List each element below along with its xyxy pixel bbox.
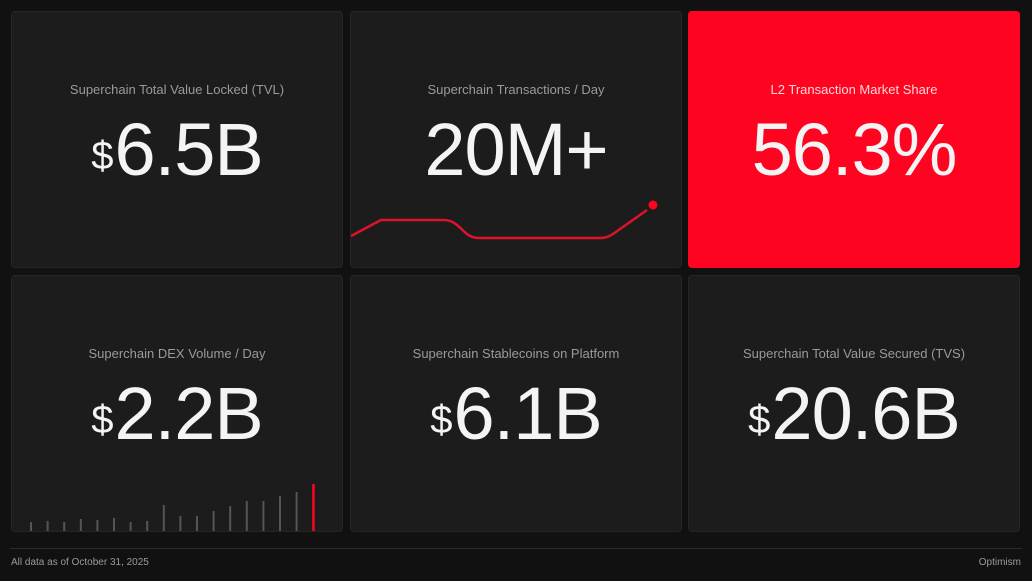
volume-bar (146, 521, 149, 531)
dex-bar-sparkline (30, 484, 315, 531)
volume-bar (129, 522, 132, 531)
card-value: 20M+ (351, 110, 681, 190)
volume-bar (312, 484, 315, 531)
volume-bar (179, 516, 182, 531)
tvs-card: Superchain Total Value Secured (TVS) $20… (688, 275, 1020, 532)
tvl-card: Superchain Total Value Locked (TVL) $6.5… (11, 11, 343, 268)
card-value: $6.5B (12, 110, 342, 190)
volume-bar (30, 522, 32, 531)
sparkline-endpoint (648, 200, 658, 210)
volume-bar (96, 520, 99, 531)
value-number: 20.6B (771, 372, 960, 455)
volume-bar (279, 496, 281, 531)
volume-bar (46, 521, 49, 531)
volume-bar (212, 511, 215, 531)
transactions-card: Superchain Transactions / Day 20M+ (350, 11, 682, 268)
volume-bar (63, 522, 66, 531)
value-number: 2.2B (114, 372, 264, 455)
volume-bar (162, 505, 165, 531)
data-date-note: All data as of October 31, 2025 (11, 557, 149, 568)
card-value: $6.1B (351, 374, 681, 454)
volume-bar (295, 492, 298, 531)
card-value: 56.3% (689, 110, 1019, 190)
volume-bar (79, 519, 82, 531)
card-label: Superchain DEX Volume / Day (88, 346, 266, 361)
value-number: 20M+ (424, 108, 608, 191)
value-number: 6.5B (114, 108, 264, 191)
dex-volume-card: Superchain DEX Volume / Day $2.2B (11, 275, 343, 532)
stablecoins-card: Superchain Stablecoins on Platform $6.1B (350, 275, 682, 532)
currency-symbol: $ (748, 398, 770, 442)
card-label: Superchain Total Value Secured (TVS) (742, 346, 966, 361)
currency-symbol: $ (91, 134, 113, 178)
volume-bar (196, 516, 198, 531)
card-label: L2 Transaction Market Share (770, 82, 938, 97)
sparkline-path (351, 208, 648, 240)
card-label: Superchain Transactions / Day (427, 82, 605, 97)
card-label: Superchain Total Value Locked (TVL) (69, 82, 285, 97)
market-share-card: L2 Transaction Market Share 56.3% (688, 11, 1020, 268)
value-number: 6.1B (453, 372, 603, 455)
value-number: 56.3% (751, 108, 958, 191)
currency-symbol: $ (91, 398, 113, 442)
brand-name: Optimism (978, 557, 1021, 568)
transactions-sparkline (351, 200, 658, 240)
volume-bar (113, 518, 115, 531)
card-value: $2.2B (12, 374, 342, 454)
card-value: $20.6B (689, 374, 1019, 454)
card-label: Superchain Stablecoins on Platform (412, 346, 620, 361)
volume-bar (245, 501, 248, 531)
footer-divider (10, 548, 1022, 549)
currency-symbol: $ (430, 398, 452, 442)
volume-bar (262, 501, 265, 531)
volume-bar (229, 506, 232, 531)
